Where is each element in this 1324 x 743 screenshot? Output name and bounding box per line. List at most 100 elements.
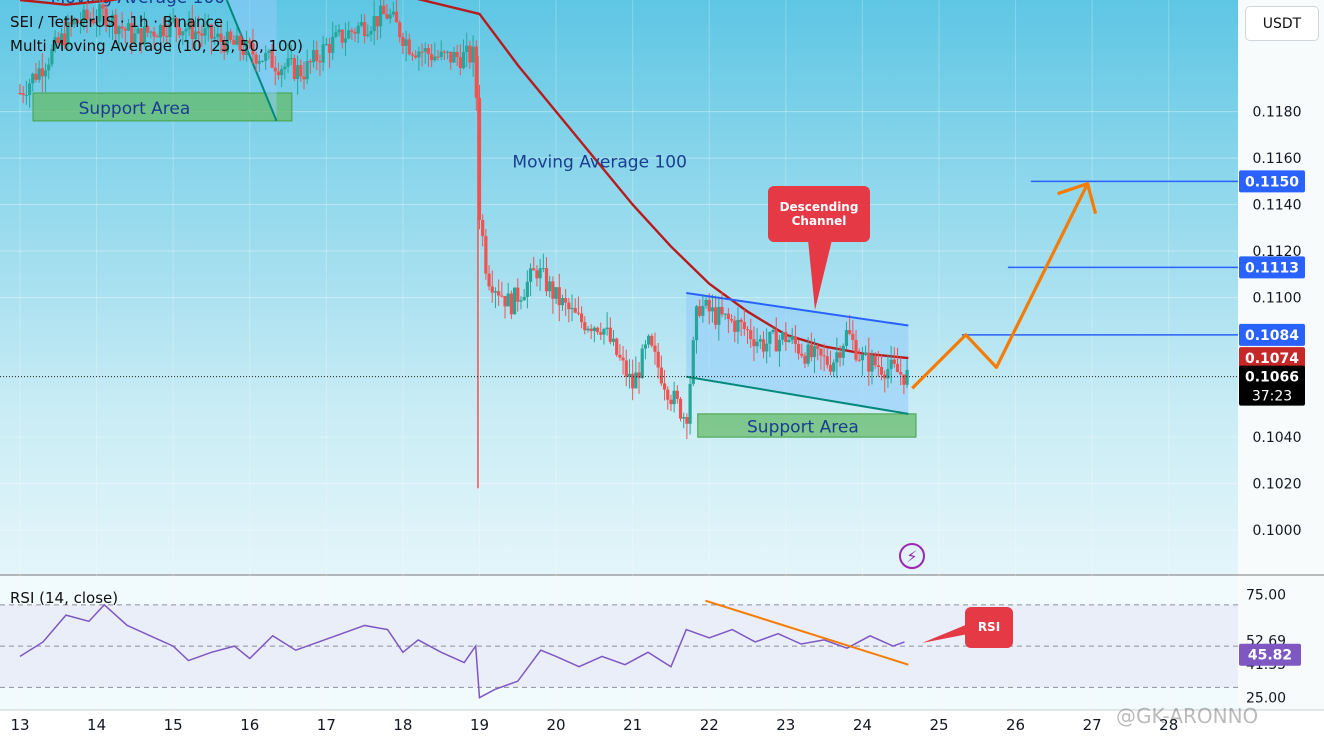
candle-body <box>678 398 683 419</box>
candle-body <box>672 390 676 405</box>
candle-body <box>857 359 861 361</box>
candle-body <box>401 37 405 46</box>
candle-body <box>573 307 577 313</box>
candle-body <box>659 367 663 384</box>
callout-label: Channel <box>792 214 847 228</box>
candle-body <box>631 373 635 389</box>
candle-body <box>391 11 395 15</box>
channel-top-line <box>686 291 909 327</box>
candle-body <box>225 31 230 53</box>
candle-body <box>484 236 488 274</box>
price-badge-label: 0.1084 <box>1245 328 1299 344</box>
candle-body <box>525 281 529 298</box>
candle-body <box>232 40 236 45</box>
candle-body <box>723 313 727 315</box>
support-area-box <box>697 413 917 438</box>
price-badge <box>1239 365 1305 406</box>
candle-body <box>771 329 775 332</box>
candle-body <box>369 31 373 35</box>
candle-body <box>286 58 290 67</box>
candle-body <box>270 50 274 68</box>
candle-body <box>181 31 185 36</box>
price-tick-label: 0.1160 <box>1253 151 1302 167</box>
candle-body <box>433 56 437 61</box>
candle-body <box>139 28 143 45</box>
candle-body <box>216 33 220 38</box>
candle-body <box>592 327 596 332</box>
candle-body <box>37 68 41 80</box>
price-badge <box>1239 170 1305 193</box>
candle-body <box>465 45 469 52</box>
candle-body <box>394 11 399 23</box>
candle-body <box>889 359 893 369</box>
candle-body <box>634 372 638 389</box>
candle-body <box>126 23 131 31</box>
time-tick-label: 25 <box>929 716 948 734</box>
candle-body <box>375 16 379 27</box>
time-tick-label: 15 <box>164 716 183 734</box>
candle-body <box>91 19 95 24</box>
candle-body <box>414 55 418 58</box>
rsi-line <box>19 603 905 699</box>
candle-body <box>873 355 877 366</box>
candle-body <box>347 30 351 39</box>
candle-body <box>796 343 801 354</box>
candle-body <box>251 43 255 55</box>
candle-body <box>334 32 338 37</box>
candle-body <box>522 297 526 301</box>
candle-body <box>72 19 76 25</box>
candle-body <box>544 268 549 292</box>
candle-body <box>605 327 609 330</box>
candle-body <box>624 360 628 377</box>
candle-body <box>213 37 217 39</box>
price-badge-label: 0.1113 <box>1245 260 1299 276</box>
candle-body <box>841 345 845 358</box>
lightning-icon[interactable]: ⚡ <box>899 543 925 569</box>
candle-body <box>812 346 817 358</box>
candle-body <box>177 27 182 36</box>
rsi-background <box>0 575 1238 713</box>
candle-body <box>481 220 485 237</box>
candle-body <box>442 51 446 53</box>
candle-body <box>302 76 306 80</box>
candle-body <box>283 66 287 70</box>
candle-body <box>777 339 782 352</box>
candle-body <box>535 270 539 279</box>
candle-body <box>800 353 804 356</box>
candle-body <box>733 320 737 332</box>
candle-body <box>21 93 25 96</box>
candle-body <box>688 383 692 424</box>
candle-body <box>229 31 233 41</box>
ma-legend[interactable]: Multi Moving Average (10, 25, 50, 100) <box>10 37 303 55</box>
candle-body <box>615 338 619 355</box>
candle-body <box>343 38 348 43</box>
candle-body <box>248 40 252 44</box>
candle-body <box>666 389 670 400</box>
rsi-callout-box <box>965 607 1013 648</box>
candle-body <box>500 295 504 297</box>
candle-body <box>806 344 810 364</box>
candle-body <box>589 328 593 332</box>
candle-body <box>682 417 686 419</box>
candle-body <box>439 51 443 58</box>
candle-body <box>816 346 820 349</box>
candle-body <box>487 273 491 287</box>
candle-body <box>506 293 510 307</box>
candle-body <box>752 339 756 347</box>
time-tick-label: 24 <box>853 716 872 734</box>
candle-body <box>781 332 785 340</box>
candle-body <box>165 35 169 38</box>
candle-body <box>449 51 453 63</box>
candle-body <box>567 302 571 310</box>
candle-body <box>24 95 28 97</box>
rsi-legend[interactable]: RSI (14, close) <box>10 589 119 607</box>
price-tick-label: 0.1100 <box>1253 291 1302 307</box>
symbol-legend[interactable]: SEI / TetherUS · 1h · Binance <box>10 13 223 31</box>
candle-body <box>340 29 344 43</box>
currency-button[interactable]: USDT <box>1245 6 1319 41</box>
candle-body <box>107 24 111 27</box>
rsi-callout: RSI <box>922 607 1013 648</box>
candle-body <box>570 307 574 310</box>
candle-body <box>436 56 440 58</box>
